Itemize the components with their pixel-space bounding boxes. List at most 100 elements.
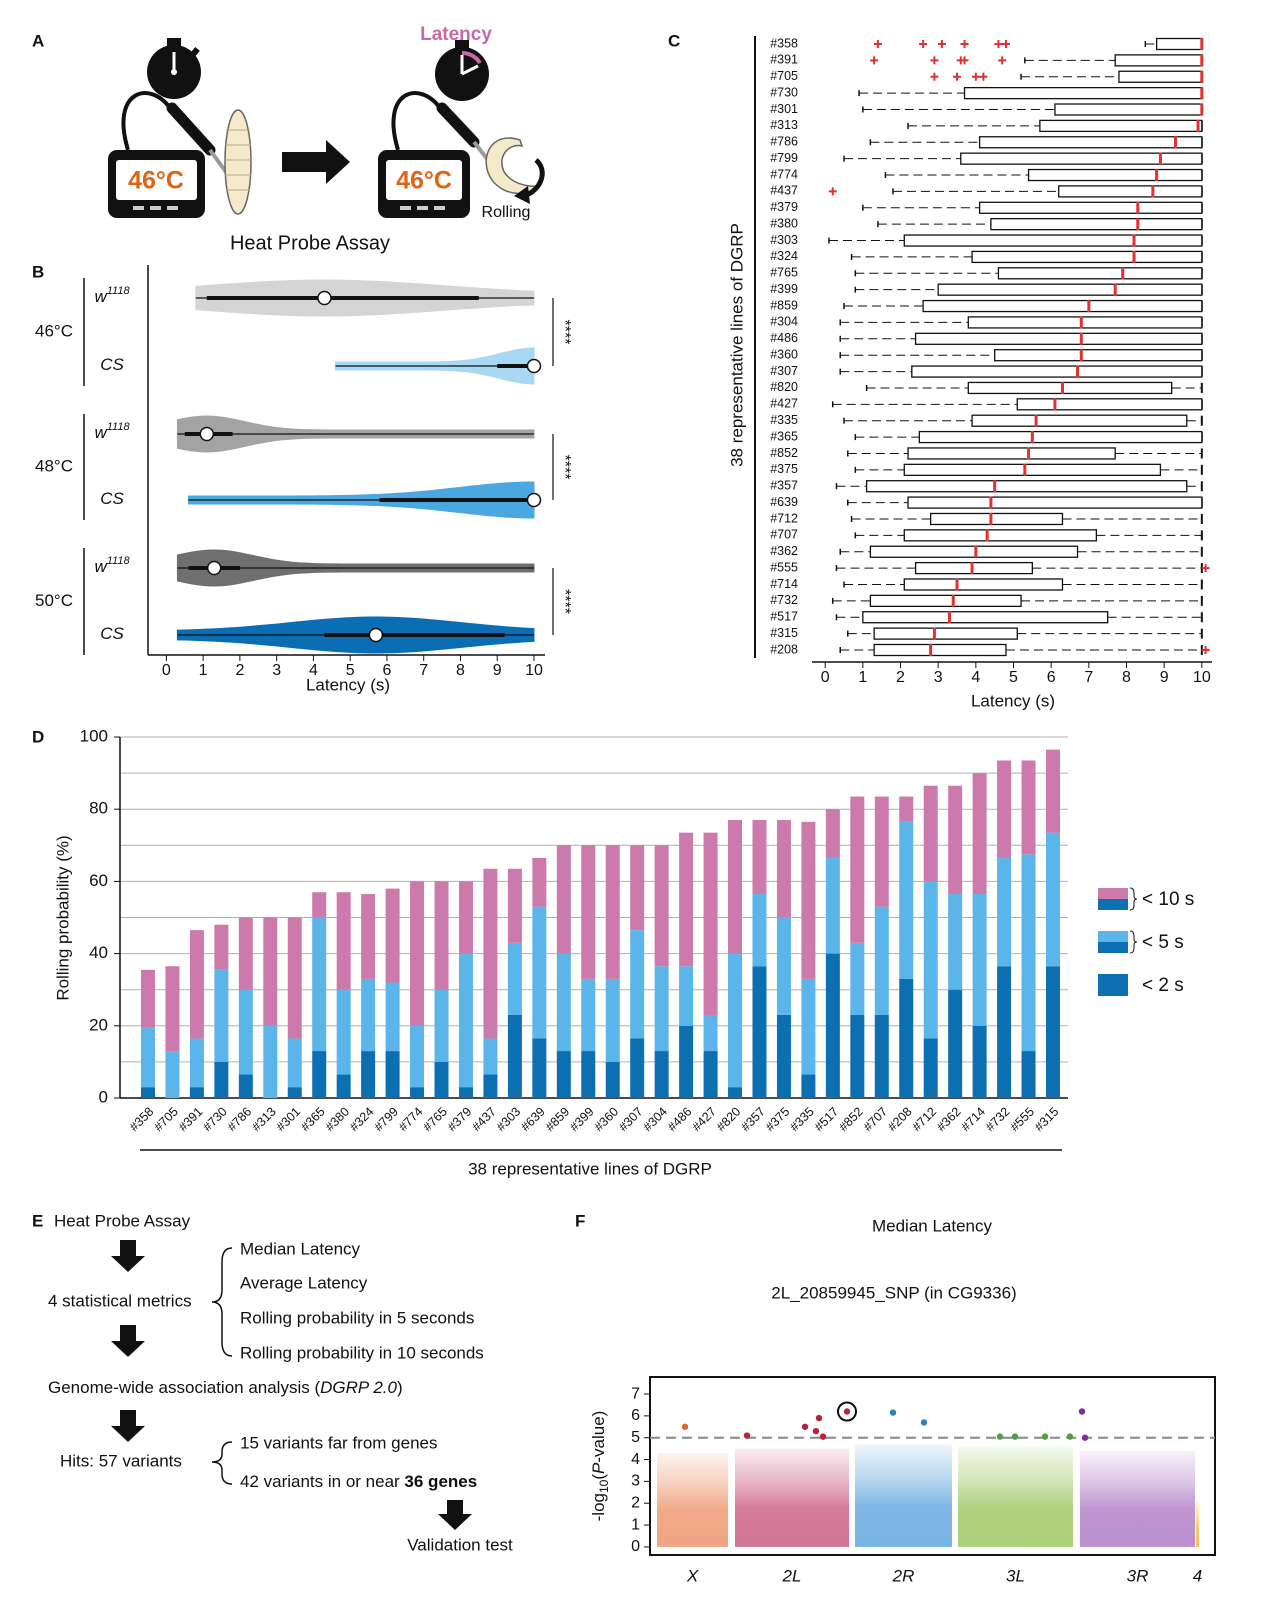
x-tick-label: 1 (199, 662, 208, 679)
outlier (919, 40, 928, 48)
x-tick-label: #730 (200, 1105, 230, 1135)
bar-segment (581, 845, 596, 979)
panel-label: C (668, 31, 680, 50)
bar-segment (679, 966, 694, 1026)
y-tick-label: 5 (631, 1429, 640, 1446)
chromosome-label: 4 (1193, 1566, 1202, 1585)
box (963, 86, 1203, 100)
temperature-label: 50°C (35, 591, 73, 610)
x-tick-label: #303 (494, 1105, 524, 1135)
flow-arrow (438, 1500, 472, 1530)
bar-segment (263, 1025, 278, 1098)
x-tick-label: #335 (787, 1105, 817, 1135)
hit (801, 1423, 809, 1430)
row-label: #399 (770, 282, 798, 296)
brace (211, 1441, 233, 1485)
bar-segment (923, 785, 938, 882)
bar-segment (630, 930, 645, 1039)
bar-segment (899, 978, 914, 1098)
bar-segment (801, 978, 816, 1075)
outlier (971, 72, 980, 81)
hit (920, 1419, 928, 1426)
row-label: #358 (770, 36, 798, 50)
legend-label: < 10 s (1142, 889, 1194, 910)
x-tick-label: #208 (885, 1105, 915, 1135)
box (967, 316, 1203, 329)
bar-segment (1046, 749, 1060, 833)
legend-swatch (1098, 888, 1128, 899)
x-tick-label: 0 (162, 662, 171, 679)
x-tick-label: 5 (1009, 669, 1018, 686)
x-tick-label: #375 (763, 1105, 793, 1135)
chromosome-label: 3L (1006, 1566, 1025, 1585)
flow-arrow (111, 1240, 145, 1272)
x-tick-label: #705 (151, 1105, 181, 1135)
probe (436, 102, 480, 148)
bar-segment (507, 868, 522, 943)
legend-swatch (1098, 974, 1128, 996)
larva (224, 109, 252, 215)
x-tick-label: 6 (382, 662, 391, 679)
snp-cloud (958, 1446, 1073, 1547)
box (903, 529, 1098, 542)
bar-segment (654, 966, 669, 1052)
x-tick-label: #399 (567, 1105, 597, 1135)
box (914, 332, 1203, 345)
row-label: #437 (770, 184, 798, 198)
chromosome-label: X (686, 1566, 699, 1585)
y-tick-label: 100 (80, 726, 108, 745)
stopwatch-pivot (171, 69, 177, 75)
x-tick-label: #859 (543, 1105, 573, 1135)
cable (121, 91, 172, 151)
bar-segment (703, 832, 718, 1015)
box (1155, 37, 1203, 51)
bar-segment (483, 868, 498, 1039)
box (971, 250, 1203, 264)
bar-segment (948, 894, 963, 990)
genotype-name: w (94, 557, 108, 576)
outlier (873, 40, 882, 48)
plot-frame (649, 1376, 1216, 1556)
bar-segment (703, 1051, 718, 1098)
x-tick-label: 7 (1084, 669, 1093, 686)
y-tick-label: 0 (99, 1087, 108, 1106)
panel-label: B (32, 262, 44, 281)
panel-a: 46°C Latency 46°C Rolling Heat Probe Ass… (108, 24, 545, 254)
panel-label: D (32, 727, 44, 746)
row-label: #486 (770, 331, 798, 345)
row-label: #301 (770, 102, 798, 116)
bar-segment (214, 1061, 229, 1098)
y-tick-label: 4 (631, 1451, 640, 1468)
bar-segment (581, 1051, 596, 1098)
bar-segment (312, 892, 327, 918)
bar-segment (532, 1038, 547, 1098)
bar-segment (728, 1087, 743, 1098)
bar-segment (385, 982, 400, 1052)
x-tick-label: #517 (812, 1105, 842, 1135)
stopwatch-crown (455, 40, 469, 48)
bar-segment (899, 796, 914, 822)
bar-segment (410, 1087, 425, 1098)
bar-segment (214, 969, 229, 1062)
row-label: #705 (770, 69, 798, 83)
box (869, 545, 1079, 558)
x-tick-label: #427 (689, 1105, 719, 1135)
genotype-superscript: 1118 (107, 555, 131, 567)
curled-larva (485, 137, 542, 195)
annotation: 2L_20859945_SNP (in CG9336) (771, 1283, 1016, 1302)
x-tick-label: 5 (346, 662, 355, 679)
bar-segment (410, 1025, 425, 1088)
row-label: #852 (770, 446, 798, 460)
bar-segment (189, 930, 204, 1039)
device-button (434, 206, 445, 210)
device-button (400, 206, 411, 210)
outlier (998, 56, 1007, 65)
bar-segment (1021, 854, 1036, 1052)
chromosome-label: 3R (1127, 1566, 1149, 1585)
x-tick-label: #379 (445, 1105, 475, 1135)
x-tick-label: 2 (896, 669, 905, 686)
y-tick-label: 7 (631, 1385, 640, 1402)
metric: Median Latency (240, 1239, 361, 1258)
x-tick-label: 3 (934, 669, 943, 686)
outlier (937, 40, 946, 48)
